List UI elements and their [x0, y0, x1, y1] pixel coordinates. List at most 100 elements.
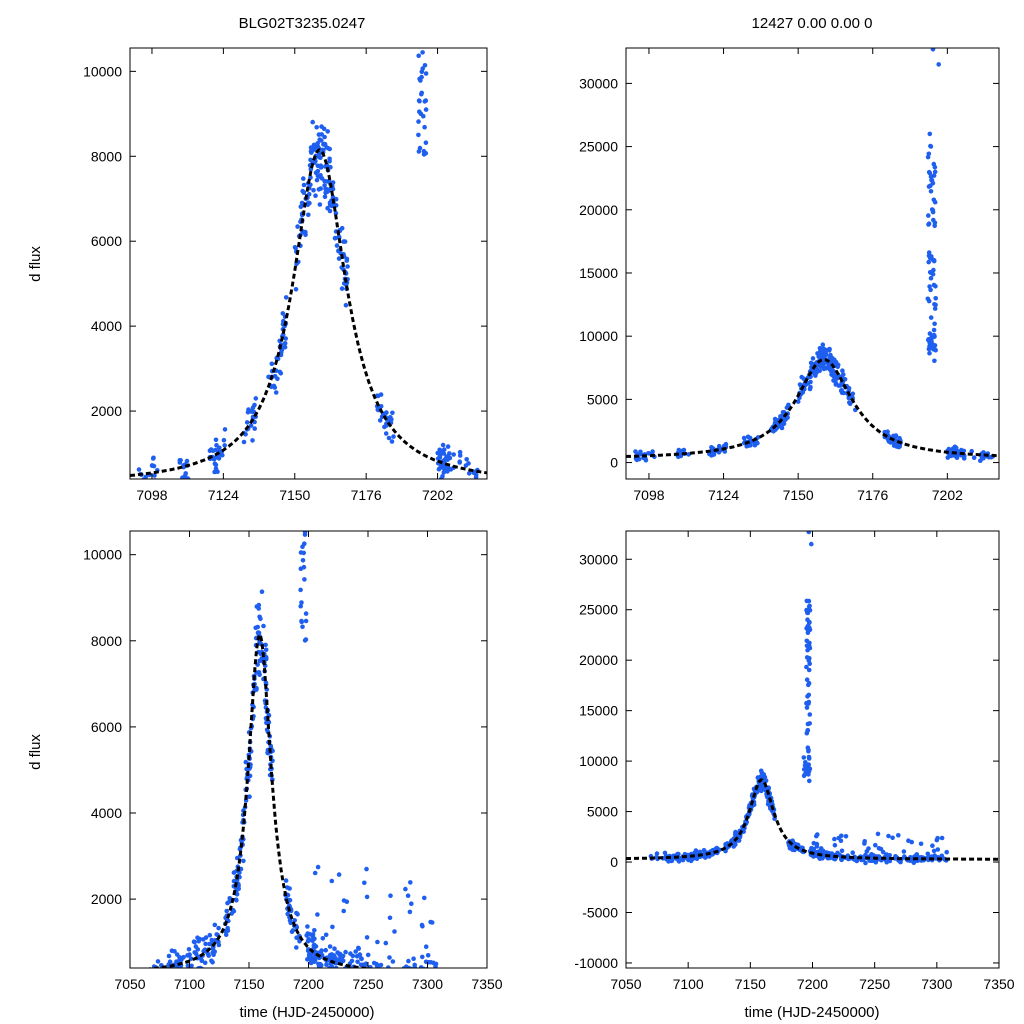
data-point — [898, 859, 903, 865]
data-point — [343, 949, 348, 955]
data-point — [333, 203, 339, 208]
chart-panel-bottom-left: 7050 7100 7150 7200 7250 7300 7350 2000 4000 6000… — [83, 60, 503, 992]
data-point — [654, 854, 659, 860]
data-point — [744, 444, 749, 449]
data-point — [387, 915, 393, 921]
data-point — [451, 452, 457, 457]
data-point — [203, 941, 208, 947]
data-point — [375, 393, 380, 399]
data-point — [302, 531, 308, 535]
data-point — [676, 447, 682, 453]
data-point — [760, 784, 766, 789]
data-point — [926, 151, 932, 157]
data-point — [318, 186, 324, 191]
data-point — [150, 456, 156, 461]
data-point — [390, 959, 396, 964]
data-point — [980, 451, 985, 456]
data-point — [328, 164, 333, 170]
data-point — [355, 959, 360, 965]
data-point — [241, 858, 246, 864]
data-point — [386, 972, 391, 977]
data-point — [390, 971, 395, 976]
data-point — [353, 949, 359, 954]
data-point — [747, 435, 753, 441]
data-point — [932, 302, 937, 307]
data-point — [818, 846, 824, 851]
data-point — [301, 564, 307, 570]
data-point — [808, 360, 814, 366]
data-point — [817, 346, 823, 351]
data-point — [847, 400, 852, 405]
data-point — [303, 424, 308, 429]
data-point — [418, 10, 423, 15]
data-point — [795, 399, 801, 404]
data-point — [931, 161, 937, 167]
data-point — [805, 721, 811, 727]
data-point — [301, 176, 306, 181]
data-point — [383, 940, 389, 946]
model-curve — [626, 358, 999, 458]
data-point — [850, 850, 855, 855]
data-point — [429, 920, 435, 925]
data-point — [828, 368, 834, 374]
data-point — [930, 48, 936, 52]
data-point — [332, 946, 337, 951]
data-point — [302, 143, 307, 148]
data-point — [423, 12, 428, 17]
data-point — [405, 970, 410, 975]
x-tick-label: 7124 — [208, 487, 239, 503]
data-point — [438, 476, 444, 479]
data-point — [419, 2, 424, 7]
data-point — [375, 407, 381, 413]
data-point — [676, 859, 682, 864]
data-point — [202, 960, 208, 966]
data-point — [299, 618, 304, 624]
data-point — [971, 455, 977, 461]
x-tick-label: 7150 — [783, 487, 814, 503]
data-point — [375, 939, 380, 945]
data-point — [932, 306, 938, 311]
data-point — [359, 971, 364, 976]
data-point — [466, 488, 471, 493]
data-point — [932, 223, 937, 229]
data-point — [244, 420, 250, 425]
data-point — [389, 974, 394, 979]
data-point — [445, 444, 451, 449]
data-point — [303, 60, 308, 65]
data-point — [418, 965, 424, 968]
data-point — [176, 970, 181, 975]
data-point — [390, 972, 395, 977]
data-point — [277, 369, 283, 375]
data-point — [386, 965, 391, 968]
data-point — [792, 847, 797, 853]
y-tick-label: 25000 — [579, 602, 618, 618]
data-point — [301, 190, 307, 195]
plot-frame — [625, 530, 1000, 969]
plot-frame — [129, 530, 488, 969]
data-point — [944, 849, 949, 855]
data-point — [253, 396, 259, 401]
data-point — [408, 966, 414, 968]
data-point — [181, 954, 186, 960]
data-point — [933, 296, 938, 301]
y-tick-label: 8000 — [91, 148, 122, 164]
data-point — [303, 264, 308, 269]
data-point — [846, 386, 852, 391]
data-point — [184, 458, 190, 464]
data-point — [302, 541, 307, 546]
data-points — [633, 48, 996, 464]
data-point — [255, 624, 260, 630]
data-point — [324, 975, 329, 980]
data-point — [378, 962, 384, 968]
data-point — [408, 880, 413, 885]
data-point — [473, 472, 479, 478]
data-point — [303, 618, 309, 624]
data-point — [329, 878, 335, 884]
y-tick-label: 10000 — [579, 753, 618, 769]
data-point — [464, 457, 470, 462]
data-point — [780, 421, 786, 427]
data-point — [302, 429, 307, 434]
data-point — [317, 137, 323, 143]
data-point — [350, 970, 355, 975]
data-point — [357, 952, 363, 957]
